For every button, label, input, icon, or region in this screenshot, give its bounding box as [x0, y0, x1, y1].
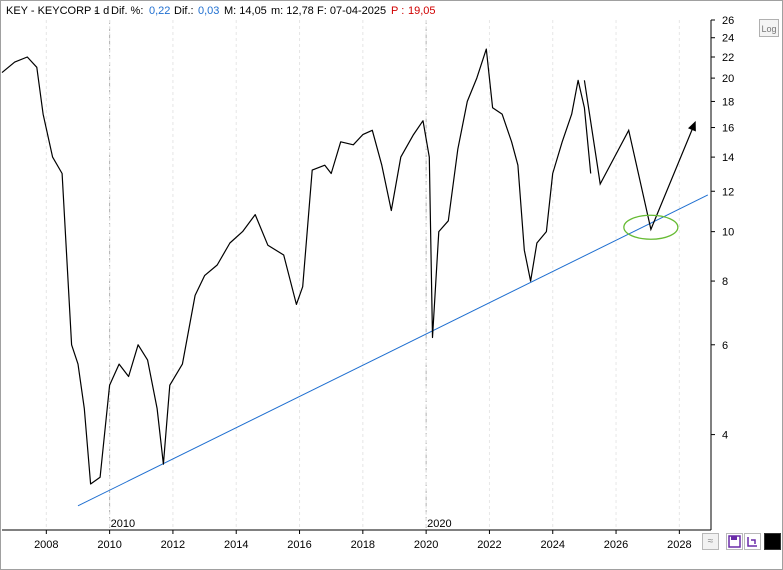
x-tick-label: 2026 — [604, 539, 628, 551]
projection-arrow-head — [687, 120, 696, 132]
marker-label: 2020 — [427, 518, 451, 530]
y-tick-label: 8 — [722, 276, 728, 288]
marker-label: 2010 — [111, 518, 135, 530]
year-markers: 2010 2020 — [111, 518, 452, 530]
y-axis-ticks: 26 24 22 20 18 16 14 12 10 8 6 4 — [711, 15, 734, 442]
target-ellipse[interactable] — [623, 214, 679, 240]
projection-arrow-path[interactable] — [583, 80, 696, 232]
y-tick-label: 4 — [722, 430, 728, 442]
zigzag-icon[interactable]: ≈ — [702, 533, 719, 550]
header-price-value: 19,05 — [408, 5, 436, 17]
y-tick-label: 6 — [722, 340, 728, 352]
gridlines — [45, 20, 680, 530]
y-tick-label: 26 — [722, 15, 734, 27]
header-dif-pct-label: Dif. %: — [111, 5, 143, 17]
x-tick-label: 2028 — [667, 539, 691, 551]
header-dif-label: Dif.: — [174, 5, 194, 17]
header-max: M: 14,05 — [224, 5, 267, 17]
header-interval: 1 d — [94, 5, 109, 17]
x-tick-label: 2024 — [540, 539, 564, 551]
header-min: m: 12,78 — [271, 5, 314, 17]
year-marker-lines — [109, 20, 427, 530]
support-trendline[interactable] — [77, 194, 709, 507]
y-tick-label: 16 — [722, 123, 734, 135]
y-tick-label: 24 — [722, 33, 734, 45]
x-tick-label: 2008 — [34, 539, 58, 551]
header-price-label: P : — [391, 5, 404, 17]
x-axis-ticks: 2008 2010 2012 2014 2016 2018 2020 2022 2024 2026… — [34, 530, 692, 551]
header-dif-pct-value: 0,22 — [149, 5, 170, 17]
y-tick-label: 10 — [722, 227, 734, 239]
header-date: F: 07-04-2025 — [317, 5, 386, 17]
y-tick-label: 14 — [722, 152, 734, 164]
x-tick-label: 2012 — [161, 539, 185, 551]
header-symbol: KEY - KEYCORP - — [6, 5, 98, 17]
x-tick-label: 2016 — [287, 539, 311, 551]
black-square-icon[interactable] — [764, 533, 781, 550]
x-tick-label: 2022 — [477, 539, 501, 551]
header-dif-value: 0,03 — [198, 5, 219, 17]
x-tick-label: 2014 — [224, 539, 248, 551]
x-tick-label: 2010 — [97, 539, 121, 551]
floppy-icon[interactable] — [726, 533, 743, 550]
log-scale-button[interactable]: Log — [759, 19, 779, 37]
bracket-icon[interactable] — [744, 533, 761, 550]
x-tick-label: 2018 — [351, 539, 375, 551]
y-tick-label: 18 — [722, 96, 734, 108]
y-tick-label: 22 — [722, 52, 734, 64]
y-tick-label: 12 — [722, 186, 734, 198]
y-tick-label: 20 — [722, 73, 734, 85]
price-series-line — [1, 48, 592, 485]
x-tick-label: 2020 — [414, 539, 438, 551]
